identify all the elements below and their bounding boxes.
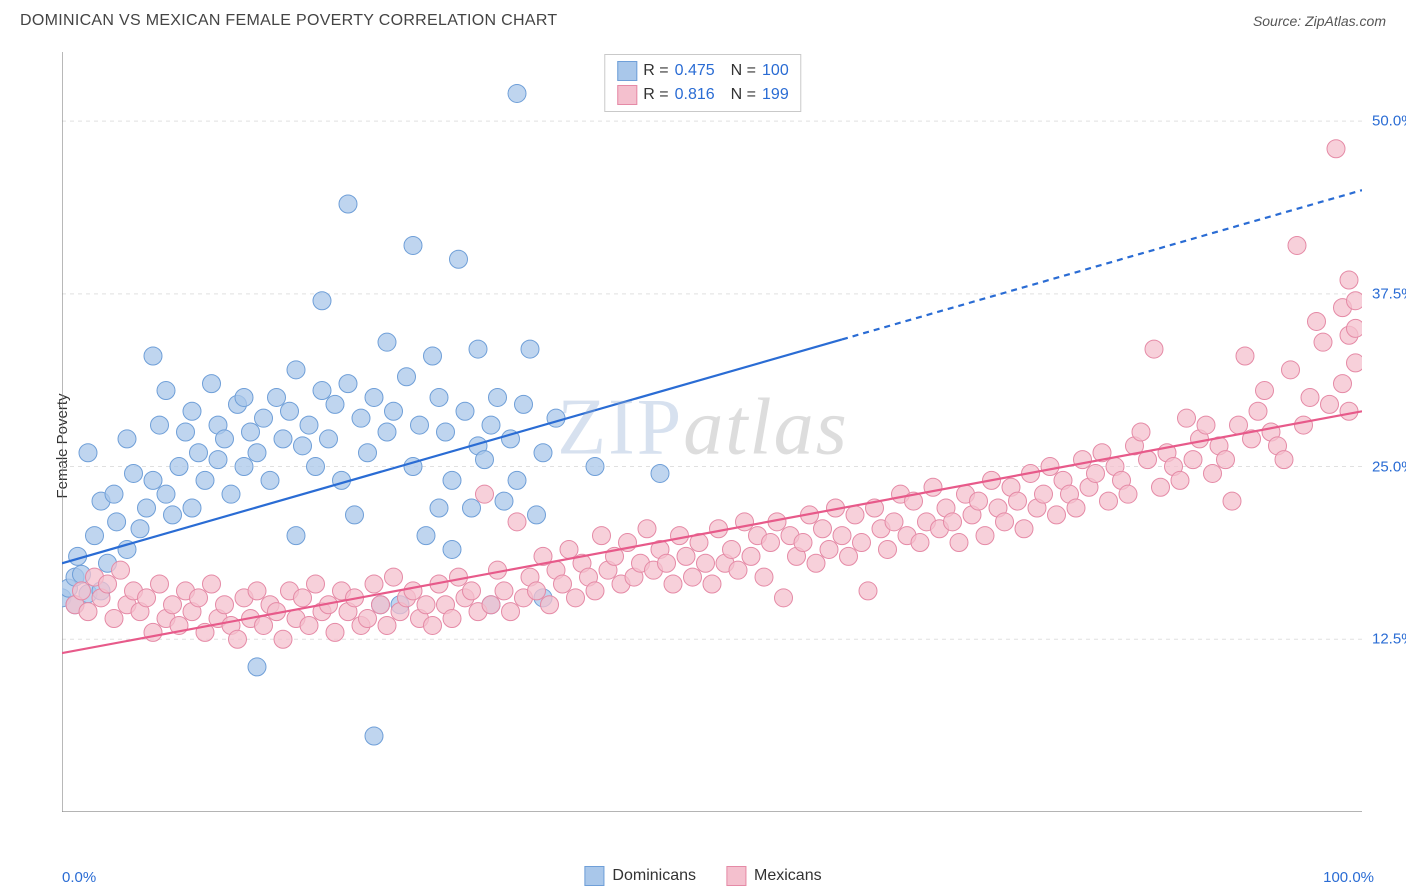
stats-row: R = 0.475 N = 100: [617, 59, 788, 83]
legend-swatch: [584, 866, 604, 886]
chart-area: [62, 52, 1362, 812]
y-tick-label: 25.0%: [1372, 458, 1406, 475]
n-value: 100: [762, 62, 789, 80]
legend-label: Dominicans: [612, 867, 696, 885]
r-value: 0.475: [675, 62, 715, 80]
legend-item: Mexicans: [726, 866, 822, 886]
legend-swatch: [726, 866, 746, 886]
r-label: R =: [643, 62, 668, 80]
n-label: N =: [731, 62, 756, 80]
x-axis-max-label: 100.0%: [1323, 869, 1374, 886]
legend-label: Mexicans: [754, 867, 822, 885]
series-legend: Dominicans Mexicans: [584, 866, 821, 886]
legend-swatch: [617, 61, 637, 81]
chart-title: DOMINICAN VS MEXICAN FEMALE POVERTY CORR…: [20, 12, 557, 30]
source-label: Source: ZipAtlas.com: [1253, 13, 1386, 29]
r-label: R =: [643, 86, 668, 104]
legend-item: Dominicans: [584, 866, 696, 886]
y-tick-label: 12.5%: [1372, 631, 1406, 648]
x-axis-min-label: 0.0%: [62, 869, 96, 886]
legend-swatch: [617, 85, 637, 105]
stats-legend: R = 0.475 N = 100 R = 0.816 N = 199: [604, 54, 801, 112]
y-tick-label: 37.5%: [1372, 285, 1406, 302]
n-label: N =: [731, 86, 756, 104]
stats-row: R = 0.816 N = 199: [617, 83, 788, 107]
scatter-plot: [62, 52, 1362, 812]
n-value: 199: [762, 86, 789, 104]
y-tick-label: 50.0%: [1372, 113, 1406, 130]
r-value: 0.816: [675, 86, 715, 104]
